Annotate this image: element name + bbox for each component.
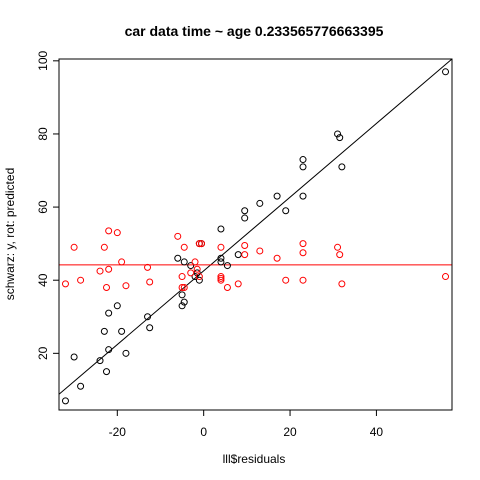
predicted-point bbox=[282, 276, 290, 284]
y-axis-title: schwarz: y, rot: predicted bbox=[3, 168, 17, 301]
predicted-point bbox=[187, 269, 195, 277]
observed-point bbox=[338, 163, 346, 171]
y-tick-label: 80 bbox=[36, 127, 50, 141]
predicted-point bbox=[195, 240, 203, 248]
predicted-point bbox=[273, 254, 281, 262]
fit-reference-line bbox=[59, 59, 452, 395]
predicted-point bbox=[180, 284, 188, 292]
observed-point bbox=[105, 309, 113, 317]
predicted-point bbox=[113, 229, 121, 237]
predicted-point bbox=[178, 273, 186, 281]
observed-point bbox=[223, 262, 231, 270]
predicted-point bbox=[96, 267, 104, 275]
predicted-point bbox=[217, 276, 225, 284]
observed-point bbox=[334, 130, 342, 138]
observed-point bbox=[96, 357, 104, 365]
observed-point bbox=[241, 214, 249, 222]
observed-point bbox=[336, 134, 344, 142]
predicted-point bbox=[105, 265, 113, 273]
y-axis: 20 40 60 80 100 bbox=[36, 50, 60, 360]
observed-point bbox=[442, 68, 450, 76]
predicted-point bbox=[256, 247, 264, 255]
predicted-point bbox=[217, 274, 225, 282]
observed-point bbox=[299, 156, 307, 164]
predicted-point bbox=[198, 240, 206, 248]
x-axis: -20 0 20 40 bbox=[109, 409, 384, 439]
observed-point bbox=[70, 353, 78, 361]
predicted-point bbox=[122, 282, 130, 290]
observed-point bbox=[178, 302, 186, 310]
predicted-point bbox=[299, 276, 307, 284]
predicted-point bbox=[217, 243, 225, 251]
observed-point bbox=[103, 368, 111, 376]
predicted-point bbox=[299, 240, 307, 248]
predicted-point bbox=[100, 243, 108, 251]
observed-point bbox=[146, 324, 154, 332]
predicted-point bbox=[338, 280, 346, 288]
x-tick-label: 20 bbox=[283, 425, 297, 439]
observed-point bbox=[256, 199, 264, 207]
predicted-point bbox=[105, 227, 113, 235]
observed-point bbox=[191, 273, 199, 281]
predicted-point bbox=[234, 280, 242, 288]
predicted-point bbox=[144, 263, 152, 271]
observed-point bbox=[282, 207, 290, 215]
observed-point bbox=[273, 192, 281, 200]
observed-point bbox=[180, 298, 188, 306]
x-tick-label: -20 bbox=[109, 425, 127, 439]
observed-point bbox=[187, 262, 195, 270]
observed-point bbox=[144, 313, 152, 321]
observed-point bbox=[217, 225, 225, 233]
predicted-point bbox=[178, 284, 186, 292]
y-tick-label: 40 bbox=[36, 273, 50, 287]
predicted-point bbox=[70, 243, 78, 251]
observed-point bbox=[299, 192, 307, 200]
x-tick-label: 40 bbox=[370, 425, 384, 439]
predicted-point bbox=[193, 265, 201, 273]
observed-point bbox=[195, 276, 203, 284]
y-tick-label: 20 bbox=[36, 346, 50, 360]
predicted-point bbox=[180, 243, 188, 251]
predicted-point bbox=[195, 273, 203, 281]
observed-point bbox=[61, 397, 69, 405]
predicted-point bbox=[191, 258, 199, 266]
observed-point bbox=[178, 291, 186, 299]
predicted-point bbox=[61, 280, 69, 288]
observed-point bbox=[118, 327, 126, 335]
observed-point bbox=[299, 163, 307, 171]
observed-point bbox=[174, 254, 182, 262]
predicted-point bbox=[174, 232, 182, 240]
observed-point bbox=[180, 258, 188, 266]
predicted-point bbox=[77, 276, 85, 284]
observed-point bbox=[122, 349, 130, 357]
predicted-point bbox=[103, 284, 111, 292]
predicted-point bbox=[241, 241, 249, 249]
observed-point bbox=[105, 346, 113, 354]
predicted-point bbox=[146, 278, 154, 286]
observed-point bbox=[241, 207, 249, 215]
observed-point bbox=[113, 302, 121, 310]
predicted-point bbox=[118, 258, 126, 266]
predicted-point bbox=[241, 251, 249, 259]
predicted-point bbox=[217, 273, 225, 281]
y-tick-label: 100 bbox=[36, 50, 50, 70]
y-tick-label: 60 bbox=[36, 200, 50, 214]
observed-point bbox=[217, 258, 225, 266]
observed-point bbox=[100, 327, 108, 335]
x-axis-title: lll$residuals bbox=[223, 452, 286, 466]
predicted-point bbox=[299, 249, 307, 257]
observed-point bbox=[77, 382, 85, 390]
predicted-point bbox=[442, 273, 450, 281]
predicted-point bbox=[223, 284, 231, 292]
predicted-point bbox=[336, 251, 344, 259]
observed-point bbox=[217, 254, 225, 262]
predicted-point bbox=[334, 243, 342, 251]
plot-area bbox=[59, 59, 452, 405]
chart-title: car data time ~ age 0.233565776663395 bbox=[125, 23, 384, 39]
x-tick-label: 0 bbox=[200, 425, 207, 439]
